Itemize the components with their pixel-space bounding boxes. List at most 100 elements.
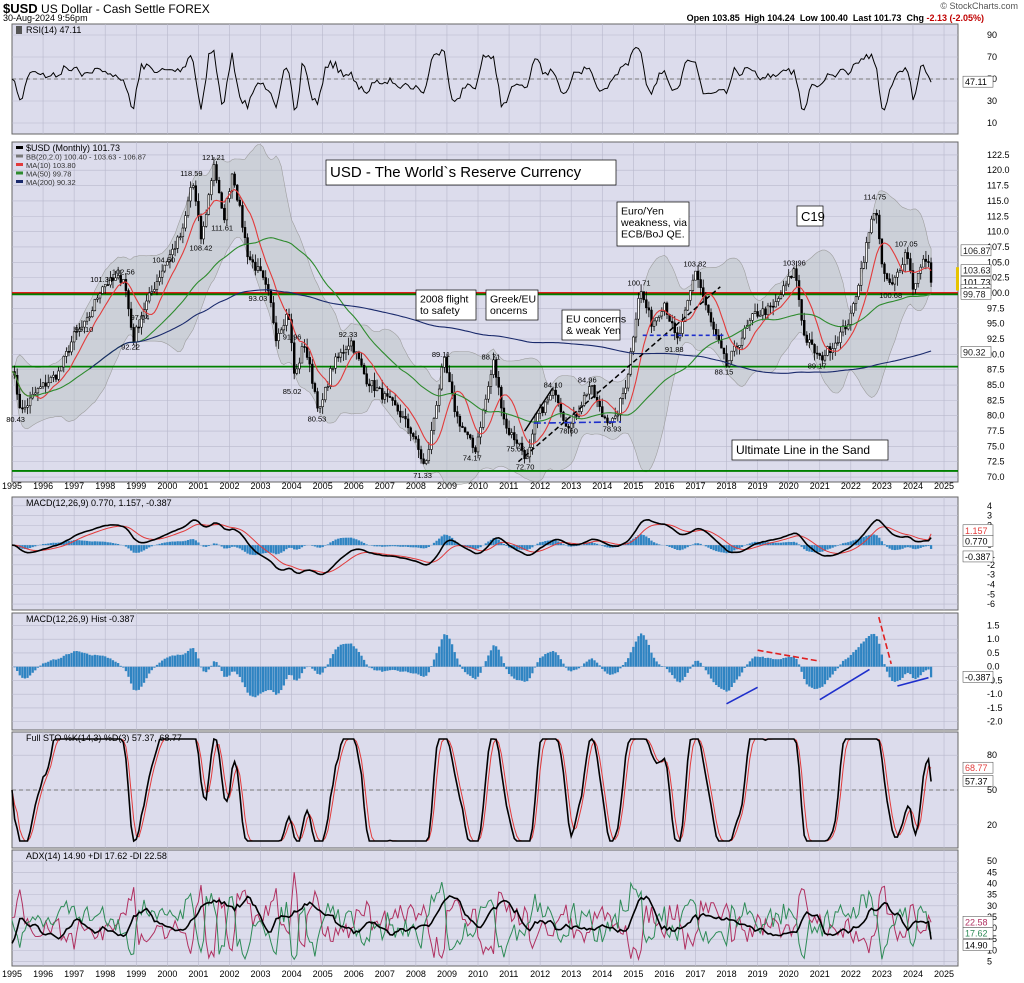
hist-bar bbox=[896, 666, 899, 682]
hist-bar bbox=[109, 658, 112, 667]
macd-histogram-bar bbox=[860, 537, 863, 546]
hist-bar bbox=[49, 660, 52, 667]
macd-line bbox=[11, 518, 932, 576]
hist-bar bbox=[129, 666, 133, 684]
hist-bar bbox=[531, 666, 534, 674]
macd-histogram-bar bbox=[54, 542, 58, 546]
macd-histogram-bar bbox=[184, 540, 187, 546]
candle-body bbox=[914, 283, 917, 290]
hist-bar bbox=[500, 656, 503, 667]
chart-header: $USD US Dollar - Cash Settle FOREX 30-Au… bbox=[0, 0, 1024, 23]
hist-bar bbox=[507, 666, 511, 675]
hist-bar bbox=[860, 643, 863, 667]
hist-bar bbox=[880, 654, 884, 667]
macd-histogram-bar bbox=[849, 541, 852, 546]
hist-bar bbox=[854, 649, 858, 667]
macd-histogram-bar bbox=[404, 545, 407, 547]
hist-bar bbox=[57, 658, 60, 667]
hist-bar bbox=[212, 661, 216, 667]
macd-histogram-bar bbox=[831, 545, 834, 548]
candle-body bbox=[160, 270, 164, 278]
macd-histogram-bar bbox=[733, 545, 736, 551]
x-axis-year-label: 2019 bbox=[748, 481, 768, 491]
candle-body bbox=[334, 356, 337, 369]
sto-k-line bbox=[11, 737, 932, 843]
x-axis-year-label: 1997 bbox=[64, 481, 84, 491]
x-axis-year-label: 2012 bbox=[530, 969, 550, 979]
price-point-label: 88.71 bbox=[482, 352, 501, 361]
candle-body bbox=[880, 238, 884, 265]
hist-bar bbox=[689, 666, 692, 669]
macd-histogram-bar bbox=[41, 544, 45, 546]
hist-bar bbox=[624, 662, 627, 667]
title-annotation: USD - The World`s Reserve Currency bbox=[330, 164, 582, 181]
adx-tick-label: 30 bbox=[987, 901, 997, 911]
price-right-label: 103.63 bbox=[963, 266, 991, 276]
hist-bar bbox=[725, 666, 728, 692]
hist-bar bbox=[676, 666, 679, 682]
price-point-label: 95.10 bbox=[75, 325, 94, 334]
macd-tick-label: 3 bbox=[987, 511, 992, 521]
candle-body bbox=[386, 393, 389, 397]
candle-body bbox=[683, 309, 687, 323]
trend-line-dashed bbox=[517, 286, 721, 463]
macd-histogram-bar bbox=[391, 545, 394, 547]
macd-tick-label: -4 bbox=[987, 579, 995, 589]
hist-bar bbox=[904, 666, 907, 675]
macd-histogram-bar bbox=[536, 543, 539, 546]
adx-line bbox=[11, 894, 932, 944]
macd-histogram-bar bbox=[487, 541, 490, 546]
hist-bar bbox=[80, 652, 84, 667]
candle-body bbox=[922, 258, 925, 268]
macd-histogram-bar bbox=[862, 536, 865, 546]
candle-body bbox=[349, 340, 353, 347]
sto-tick-label: 80 bbox=[987, 750, 997, 760]
candle-body bbox=[614, 415, 617, 419]
candle-body bbox=[450, 381, 454, 394]
candle-body bbox=[601, 406, 604, 418]
candle-body bbox=[85, 317, 89, 322]
candle-body bbox=[140, 315, 143, 328]
candle-body bbox=[412, 433, 415, 437]
hist-bar bbox=[505, 666, 508, 670]
hist-bar bbox=[334, 649, 337, 667]
macd-histogram-bar bbox=[381, 545, 384, 547]
candle-body bbox=[582, 395, 586, 406]
x-axis-year-label: 2015 bbox=[623, 481, 643, 491]
candle-body bbox=[588, 386, 591, 395]
macd-histogram-bar bbox=[65, 541, 68, 546]
x-axis-year-label: 1998 bbox=[95, 481, 115, 491]
macd-histogram-bar bbox=[515, 545, 518, 550]
candle-body bbox=[658, 315, 661, 318]
hist-bar bbox=[401, 666, 405, 672]
hist-bar bbox=[722, 666, 726, 690]
candle-body bbox=[388, 396, 392, 398]
flight-annotation: to safety bbox=[420, 305, 460, 317]
candle-body bbox=[782, 285, 785, 296]
macd-histogram-bar bbox=[93, 541, 96, 546]
hist-bar bbox=[601, 666, 604, 669]
rsi-title: RSI(14) 47.11 bbox=[26, 25, 81, 35]
hist-title: MACD(12,26,9) Hist -0.387 bbox=[26, 614, 135, 624]
hist-divergence-blue bbox=[897, 676, 929, 687]
candle-body bbox=[616, 414, 620, 417]
candle-body bbox=[916, 273, 920, 284]
macd-tick-label: -2 bbox=[987, 560, 995, 570]
macd-histogram-bar bbox=[787, 541, 790, 546]
hist-bar bbox=[484, 661, 487, 667]
x-axis-year-label: 2007 bbox=[375, 969, 395, 979]
x-axis-year-label: 2008 bbox=[406, 481, 426, 491]
x-axis-year-label: 2012 bbox=[530, 481, 550, 491]
macd-histogram-bar bbox=[129, 545, 133, 551]
macd-histogram-bar bbox=[888, 545, 891, 549]
macd-histogram-bar bbox=[562, 544, 565, 546]
sto-right-label-box bbox=[962, 775, 994, 787]
macd-histogram-bar bbox=[593, 543, 596, 546]
hist-bar bbox=[492, 645, 495, 667]
macd-histogram-bar bbox=[872, 534, 876, 546]
hist-bar bbox=[606, 666, 609, 674]
macd-histogram-bar bbox=[652, 542, 656, 546]
hist-bar bbox=[557, 655, 560, 667]
hist-bar bbox=[230, 666, 234, 672]
hist-bar bbox=[567, 666, 570, 671]
